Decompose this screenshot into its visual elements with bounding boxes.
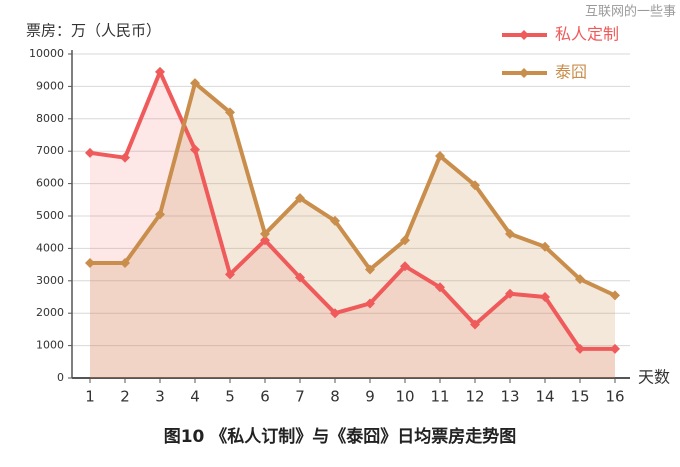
x-tick-label: 2 [120,388,130,406]
legend-label: 泰囧 [555,63,587,82]
marker [330,215,340,226]
marker [400,261,410,272]
x-tick-label: 9 [365,388,375,406]
marker [330,308,340,319]
x-tick-label: 10 [395,388,414,406]
y-tick-label: 5000 [36,209,64,222]
legend-marker [519,68,529,78]
marker [575,343,585,354]
y-tick-label: 7000 [36,144,64,157]
y-tick-label: 10000 [29,47,64,60]
marker [85,257,95,268]
marker [190,144,200,155]
y-tick-label: 1000 [36,339,64,352]
y-tick-label: 0 [57,371,64,384]
marker [120,152,130,163]
y-tick-label: 9000 [36,79,64,92]
x-tick-label: 1 [85,388,95,406]
marker [225,269,235,280]
legend-marker [519,30,529,40]
marker [295,272,305,283]
marker [85,147,95,158]
x-tick-label: 12 [465,388,484,406]
x-tick-label: 3 [155,388,165,406]
marker [155,66,165,77]
marker [435,151,445,162]
marker [505,288,515,299]
marker [155,209,165,220]
watermark: 互联网的一些事 [585,4,676,20]
marker [610,290,620,301]
x-tick-label: 8 [330,388,340,406]
marker [575,274,585,285]
line [90,81,616,298]
marker [540,292,550,302]
marker [610,343,620,354]
area [90,83,615,378]
marker [470,319,480,330]
y-tick-label: 4000 [36,241,64,254]
marker [505,228,515,239]
y-tick-label: 8000 [36,112,64,125]
marker [260,235,270,246]
x-tick-label: 14 [535,388,554,406]
marker [225,107,235,118]
marker [365,298,375,309]
x-tick-label: 15 [570,388,589,406]
x-axis-label: 天数 [638,368,670,387]
y-tick-label: 3000 [36,274,64,287]
y-tick-label: 6000 [36,177,64,190]
marker [435,282,445,293]
y-tick-label: 2000 [36,306,64,319]
marker [400,235,410,246]
marker [295,193,305,204]
x-tick-label: 16 [605,388,624,406]
marker [470,180,480,191]
marker [365,264,375,275]
x-tick-label: 5 [225,388,235,406]
legend-label: 私人定制 [555,25,619,44]
marker [190,78,200,89]
x-tick-label: 6 [260,388,270,406]
x-tick-label: 4 [190,388,200,406]
marker [120,257,130,268]
marker [260,228,270,239]
x-tick-label: 13 [500,388,519,406]
marker [540,241,550,252]
chart-title: 图10 《私人订制》与《泰囧》日均票房走势图 [164,426,517,447]
line [89,69,615,351]
x-tick-label: 11 [430,388,449,406]
x-tick-label: 7 [295,388,305,406]
area [90,71,615,378]
y-axis-label: 票房：万（人民币） [26,22,161,40]
